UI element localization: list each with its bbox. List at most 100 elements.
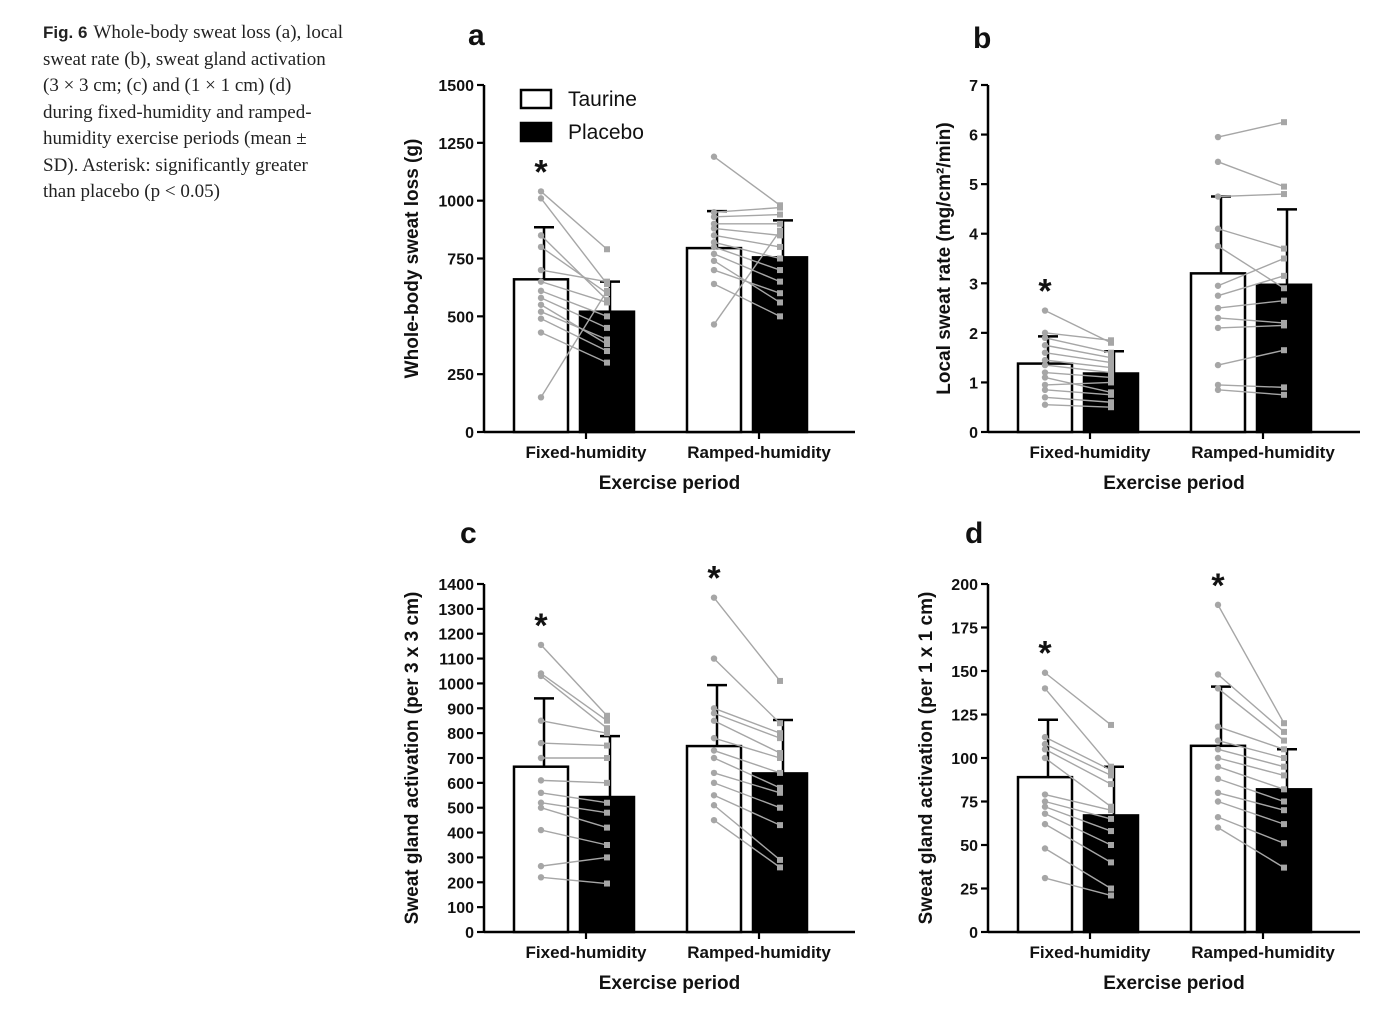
- significance-asterisk: *: [707, 560, 721, 598]
- individual-point-taurine: [537, 641, 545, 649]
- individual-point-taurine: [710, 710, 718, 717]
- individual-point-placebo: [604, 336, 610, 343]
- individual-point-placebo: [1108, 803, 1114, 810]
- individual-line: [540, 672, 608, 722]
- y-tick-label: 3: [969, 276, 978, 293]
- individual-point-taurine: [537, 301, 545, 308]
- y-tick-label: 1250: [438, 136, 474, 153]
- individual-point-taurine: [1041, 381, 1049, 389]
- individual-line: [1044, 332, 1112, 341]
- y-tick-label: 200: [447, 875, 474, 892]
- individual-line: [713, 597, 781, 682]
- individual-point-placebo: [777, 750, 783, 757]
- individual-line: [713, 246, 781, 271]
- individual-point-taurine: [1041, 386, 1049, 394]
- individual-point-placebo: [1108, 379, 1114, 386]
- individual-point-taurine: [537, 804, 545, 811]
- individual-point-placebo: [777, 202, 783, 209]
- y-tick-label: 100: [447, 900, 474, 917]
- individual-point-placebo: [1108, 828, 1114, 835]
- individual-point-placebo: [604, 290, 610, 297]
- individual-point-taurine: [537, 826, 545, 834]
- individual-line: [540, 234, 608, 301]
- individual-point-placebo: [604, 725, 610, 732]
- individual-line: [1217, 687, 1285, 742]
- individual-line: [540, 331, 608, 364]
- individual-line: [540, 246, 608, 294]
- individual-line: [713, 707, 781, 734]
- individual-line: [713, 230, 781, 325]
- individual-point-placebo: [1281, 840, 1287, 847]
- individual-line: [1217, 324, 1285, 329]
- individual-point-placebo: [1281, 297, 1287, 304]
- y-tick-label: 6: [969, 128, 978, 145]
- individual-point-taurine: [1041, 329, 1049, 337]
- individual-point-placebo: [604, 348, 610, 355]
- individual-point-placebo: [1108, 781, 1114, 788]
- y-axis-label: Whole-body sweat loss (g): [402, 139, 423, 379]
- individual-point-taurine: [537, 394, 545, 401]
- y-tick-label: 500: [447, 801, 474, 818]
- y-tick-label: 750: [447, 252, 474, 269]
- individual-point-placebo: [777, 313, 783, 320]
- individual-point-placebo: [1281, 772, 1287, 779]
- bar-placebo-ramped: [751, 772, 809, 934]
- bar-taurine-ramped: [685, 744, 743, 934]
- individual-point-placebo: [604, 730, 610, 737]
- individual-line: [1217, 389, 1285, 396]
- y-tick-label: 1000: [438, 676, 474, 693]
- individual-line: [1217, 673, 1285, 733]
- individual-line: [1217, 121, 1285, 138]
- individual-point-taurine: [1041, 669, 1049, 676]
- individual-line: [1044, 748, 1112, 785]
- y-tick-label: 0: [969, 925, 978, 942]
- y-tick-label: 250: [447, 367, 474, 384]
- individual-point-taurine: [537, 789, 545, 796]
- individual-point-taurine: [1214, 746, 1222, 753]
- individual-line: [1044, 793, 1112, 811]
- individual-point-placebo: [1281, 786, 1287, 793]
- individual-line: [713, 737, 781, 759]
- individual-point-taurine: [710, 239, 718, 246]
- individual-point-taurine: [1041, 791, 1049, 798]
- individual-point-placebo: [1108, 364, 1114, 371]
- individual-point-taurine: [1214, 133, 1222, 141]
- y-tick-label: 25: [960, 882, 978, 899]
- individual-line: [540, 304, 608, 345]
- individual-point-taurine: [537, 287, 545, 295]
- individual-point-placebo: [777, 735, 783, 742]
- individual-point-placebo: [777, 232, 783, 239]
- individual-point-taurine: [1041, 356, 1049, 364]
- individual-point-taurine: [1214, 304, 1222, 312]
- individual-point-placebo: [1281, 807, 1287, 814]
- individual-line: [540, 311, 608, 341]
- individual-point-placebo: [604, 824, 610, 831]
- individual-point-placebo: [1108, 369, 1114, 376]
- x-tick-label: Ramped-humidity: [687, 943, 831, 962]
- individual-point-placebo: [777, 789, 783, 796]
- individual-point-placebo: [604, 779, 610, 786]
- panel-a: a 0 250 500 750 1000 1250 1500 Fixed-humidity Ram…: [402, 19, 855, 494]
- individual-point-taurine: [537, 308, 545, 315]
- individual-point-taurine: [710, 717, 718, 724]
- individual-point-placebo: [1281, 191, 1287, 198]
- y-tick-label: 500: [447, 309, 474, 326]
- individual-point-taurine: [710, 816, 718, 824]
- individual-point-taurine: [537, 329, 545, 336]
- significance-asterisk: *: [1038, 635, 1052, 673]
- caption-text: Whole-body sweat loss (a), local sweat r…: [43, 22, 343, 202]
- individual-line: [1044, 337, 1112, 354]
- individual-point-placebo: [1281, 763, 1287, 770]
- y-tick-label: 1300: [438, 602, 474, 619]
- x-tick-label: Fixed-humidity: [526, 943, 647, 962]
- individual-point-taurine: [537, 266, 545, 274]
- bar-placebo-fixed: [1082, 814, 1140, 934]
- individual-point-placebo: [1281, 737, 1287, 744]
- individual-line: [540, 290, 608, 317]
- individual-line: [713, 819, 781, 868]
- individual-point-taurine: [1214, 775, 1222, 783]
- individual-point-taurine: [710, 779, 718, 787]
- individual-line: [1044, 672, 1112, 726]
- individual-point-placebo: [604, 324, 610, 331]
- individual-line: [713, 241, 781, 260]
